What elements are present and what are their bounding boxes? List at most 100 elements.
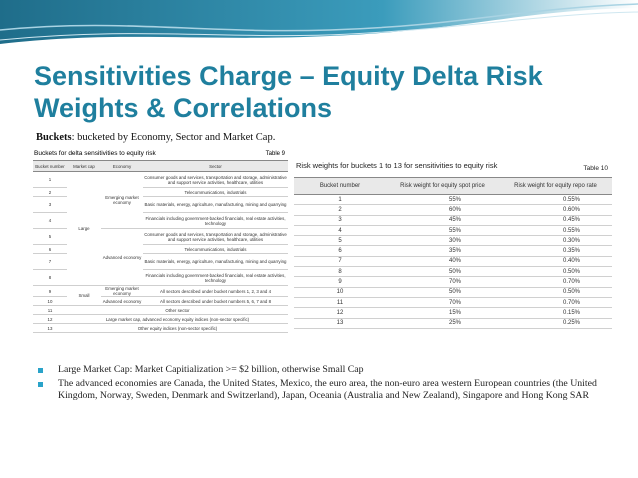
bucket-cell: 3 — [294, 215, 386, 226]
table-row: 5 30% 0.30% — [294, 235, 612, 247]
table-row: 4 Financials including government-backed… — [33, 212, 288, 229]
spot-weight-cell: 50% — [386, 266, 499, 278]
economy-cell: Advanced economy — [101, 228, 143, 286]
sector-cell: Telecommunications, industrials — [143, 187, 288, 197]
spot-weight-cell: 35% — [386, 245, 499, 257]
sector-cell: Other sector — [67, 305, 288, 315]
table-row: 11 70% 0.70% — [294, 297, 612, 309]
bullet-text: Large Market Cap: Market Capitialization… — [58, 364, 364, 375]
sector-cell: Financials including government-backed f… — [143, 269, 288, 286]
table-9-caption: Buckets for delta sensitivities to equit… — [34, 150, 156, 157]
table-row: 4 55% 0.55% — [294, 225, 612, 237]
bucket-cell: 9 — [33, 285, 67, 297]
table-9-title: Buckets for delta sensitivities to equit… — [33, 148, 288, 160]
bucket-cell: 6 — [33, 244, 67, 254]
bucket-cell: 11 — [33, 305, 67, 315]
market-cap-cell: Small — [67, 285, 101, 306]
table-row: 9 70% 0.70% — [294, 276, 612, 288]
table-row: 1 Large Emerging market economy Consumer… — [33, 171, 288, 286]
table-10-header: Bucket number — [294, 177, 386, 195]
economy-cell: Emerging market economy — [101, 285, 143, 297]
sector-cell: All sectors described under bucket numbe… — [143, 285, 288, 297]
header-band — [0, 0, 638, 52]
decorative-waves — [0, 0, 638, 44]
table-row: 10 50% 0.50% — [294, 287, 612, 298]
table-9-buckets: Buckets for delta sensitivities to equit… — [33, 148, 288, 333]
bucket-cell: 4 — [294, 225, 386, 237]
bullet-list: Large Market Cap: Market Capitialization… — [38, 364, 608, 404]
table-row: 12 15% 0.15% — [294, 307, 612, 319]
bucket-cell: 5 — [33, 228, 67, 245]
sector-cell: Other equity indices (non-sector specifi… — [67, 323, 288, 333]
slide-title: Sensitivities Charge – Equity Delta Risk… — [34, 61, 543, 123]
bucket-cell: 13 — [294, 318, 386, 329]
bucket-cell: 2 — [294, 204, 386, 216]
bucket-cell: 12 — [33, 314, 67, 324]
table-row: 3 Basic materials, energy, agriculture, … — [33, 196, 288, 213]
table-9-header: Economy — [101, 160, 143, 172]
table-row: 7 Basic materials, energy, agriculture, … — [33, 253, 288, 270]
bucket-cell: 1 — [294, 194, 386, 206]
bucket-cell: 5 — [294, 235, 386, 247]
table-9-header: Market cap — [67, 160, 101, 172]
table-row: 9 Small Emerging market economy All sect… — [33, 285, 288, 306]
bucket-cell: 9 — [294, 276, 386, 288]
sector-cell: Consumer goods and services, transportat… — [143, 171, 288, 188]
table-row: 2 60% 0.60% — [294, 204, 612, 216]
table-10-risk-weights: Risk weights for buckets 1 to 13 for sen… — [294, 159, 612, 329]
sector-cell: Large market cap, advanced economy equit… — [67, 314, 288, 324]
table-row: 7 40% 0.40% — [294, 256, 612, 268]
repo-weight-cell: 0.70% — [499, 276, 612, 288]
sector-cell: All sectors described under bucket numbe… — [143, 296, 288, 306]
spot-weight-cell: 50% — [386, 287, 499, 298]
table-10-body: 1 55% 0.55% 2 60% 0.60% 3 45% 0.45% 4 55% 0.55% 5 30%… — [294, 194, 612, 329]
sector-cell: Consumer goods and services, transportat… — [143, 228, 288, 245]
table-row: 5 Advanced economy Consumer goods and se… — [33, 228, 288, 286]
table-9-header-row: Bucket number Market cap Economy Sector — [33, 160, 288, 172]
economy-cell: Emerging market economy — [101, 171, 143, 229]
table-10-header: Risk weight for equity spot price — [386, 177, 499, 195]
table-row: 3 45% 0.45% — [294, 215, 612, 226]
buckets-note: Buckets: bucketed by Economy, Sector and… — [36, 132, 275, 143]
spot-weight-cell: 25% — [386, 318, 499, 329]
bullet-marker-icon — [38, 368, 43, 373]
spot-weight-cell: 15% — [386, 307, 499, 319]
spot-weight-cell: 45% — [386, 215, 499, 226]
spot-weight-cell: 55% — [386, 225, 499, 237]
sector-cell: Basic materials, energy, agriculture, ma… — [143, 196, 288, 213]
repo-weight-cell: 0.30% — [499, 235, 612, 247]
table-10-caption: Risk weights for buckets 1 to 13 for sen… — [296, 161, 498, 170]
bullet-marker-icon — [38, 382, 43, 387]
table-10-grid: Bucket number Risk weight for equity spo… — [294, 177, 612, 329]
list-item: The advanced economies are Canada, the U… — [38, 378, 608, 402]
table-row: 6 35% 0.35% — [294, 245, 612, 257]
repo-weight-cell: 0.50% — [499, 266, 612, 278]
bucket-cell: 3 — [33, 196, 67, 213]
buckets-label: Buckets — [36, 132, 72, 143]
table-9-grid: Bucket number Market cap Economy Sector … — [33, 160, 288, 333]
table-9-header: Sector — [143, 160, 288, 172]
table-row: 13 Other equity indices (non-sector spec… — [33, 323, 288, 333]
table-9-header: Bucket number — [33, 160, 67, 172]
table-row: 11 Other sector — [33, 305, 288, 315]
spot-weight-cell: 70% — [386, 276, 499, 288]
bucket-cell: 11 — [294, 297, 386, 309]
bullet-text: The advanced economies are Canada, the U… — [58, 378, 597, 401]
sector-cell: Telecommunications, industrials — [143, 244, 288, 254]
repo-weight-cell: 0.50% — [499, 287, 612, 298]
spot-weight-cell: 40% — [386, 256, 499, 268]
table-row: 6 Telecommunications, industrials — [33, 244, 288, 254]
table-row: 13 25% 0.25% — [294, 318, 612, 329]
buckets-text: : bucketed by Economy, Sector and Market… — [71, 132, 276, 143]
table-10-number: Table 10 — [583, 165, 608, 172]
bucket-cell: 8 — [294, 266, 386, 278]
spot-weight-cell: 30% — [386, 235, 499, 247]
spot-weight-cell: 55% — [386, 194, 499, 206]
bucket-cell: 12 — [294, 307, 386, 319]
repo-weight-cell: 0.70% — [499, 297, 612, 309]
spot-weight-cell: 70% — [386, 297, 499, 309]
table-row: 10 Advanced economy All sectors describe… — [33, 296, 288, 306]
repo-weight-cell: 0.45% — [499, 215, 612, 226]
table-10-title: Risk weights for buckets 1 to 13 for sen… — [294, 159, 612, 177]
repo-weight-cell: 0.55% — [499, 225, 612, 237]
